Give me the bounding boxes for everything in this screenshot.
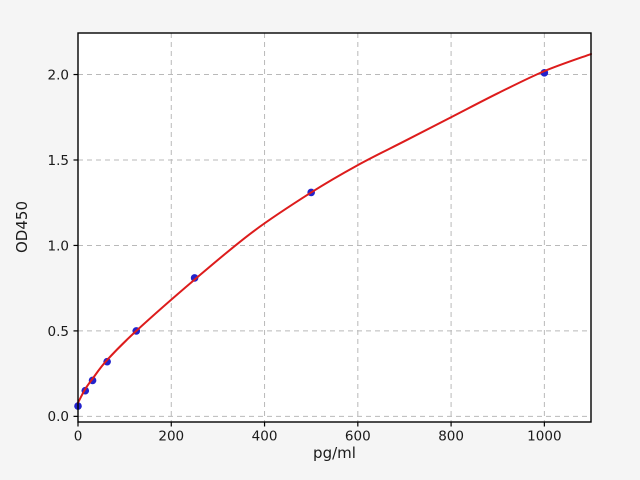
x-axis-label: pg/ml (313, 444, 356, 462)
plot-spines (77, 32, 592, 423)
y-tick-label: 0.0 (48, 409, 69, 425)
y-axis-label: OD450 (13, 201, 31, 254)
y-tick-label: 2.0 (48, 67, 69, 83)
x-tick-label: 0 (74, 429, 83, 445)
x-tick-label: 400 (252, 429, 278, 445)
x-tick-label: 600 (345, 429, 371, 445)
x-tick-label: 1000 (527, 429, 561, 445)
y-tick-label: 1.0 (48, 238, 69, 254)
y-tick-label: 1.5 (48, 153, 69, 169)
data-point (190, 274, 199, 282)
plot-area (78, 33, 591, 422)
fit-curve-line (77, 53, 592, 404)
y-tick-label: 0.5 (48, 324, 69, 340)
x-tick-label: 800 (438, 429, 464, 445)
x-tick-label: 200 (158, 429, 184, 445)
